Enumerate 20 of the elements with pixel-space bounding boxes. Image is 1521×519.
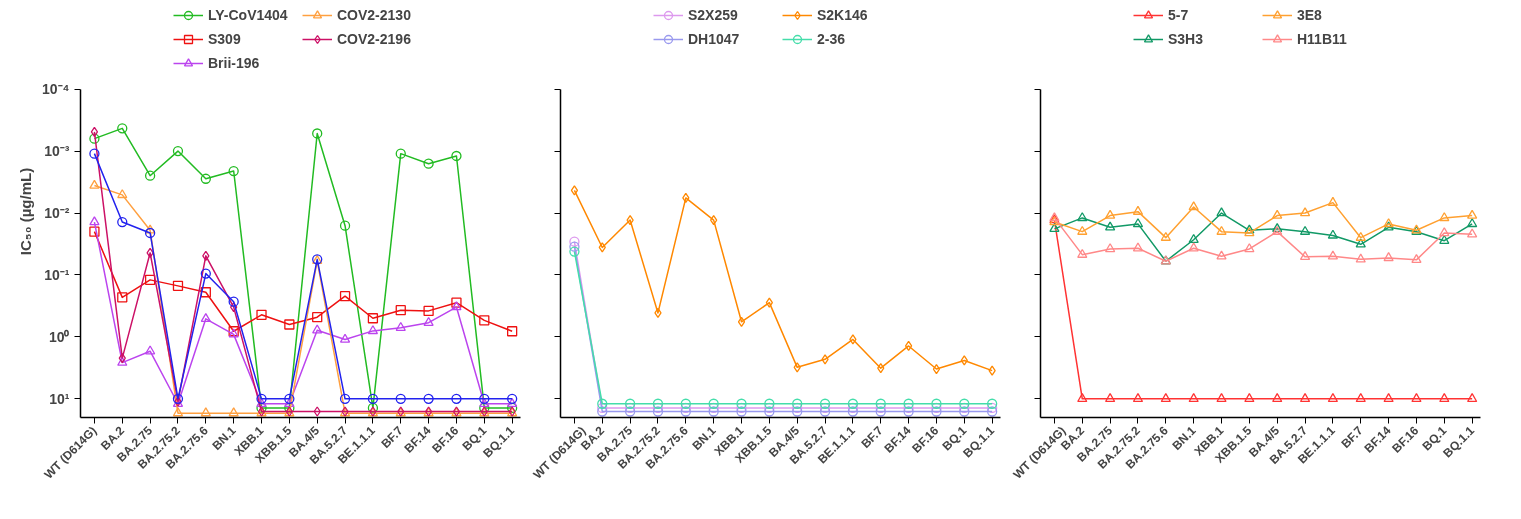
legend-label: 3E8 [1297, 7, 1323, 23]
legend-label: 5-7 [1168, 7, 1190, 23]
legend-label: COV2-2130 [337, 7, 412, 23]
legend-label: DH1047 [688, 31, 741, 47]
legend-label: S3H3 [1168, 31, 1205, 47]
y-tick-label: 10⁻⁴ [42, 81, 70, 98]
y-tick-label: 10⁰ [48, 328, 70, 345]
legend-label: COV2-2196 [337, 31, 412, 47]
legend-label: 2-36 [817, 31, 847, 47]
y-axis-title: IC₅₀ (µg/mL) [17, 167, 34, 256]
legend-label: S2K146 [817, 7, 869, 23]
legend-label: S2X259 [688, 7, 739, 23]
y-tick-label: 10¹ [49, 390, 70, 407]
legend-label: Brii-196 [208, 55, 261, 71]
legend-label: H11B11 [1297, 31, 1348, 47]
y-tick-label: 10⁻¹ [44, 266, 70, 283]
y-tick-label: 10⁻² [44, 205, 70, 222]
y-tick-label: 10⁻³ [44, 143, 70, 160]
legend-label: LY-CoV1404 [208, 7, 289, 23]
legend-label: S309 [208, 31, 242, 47]
